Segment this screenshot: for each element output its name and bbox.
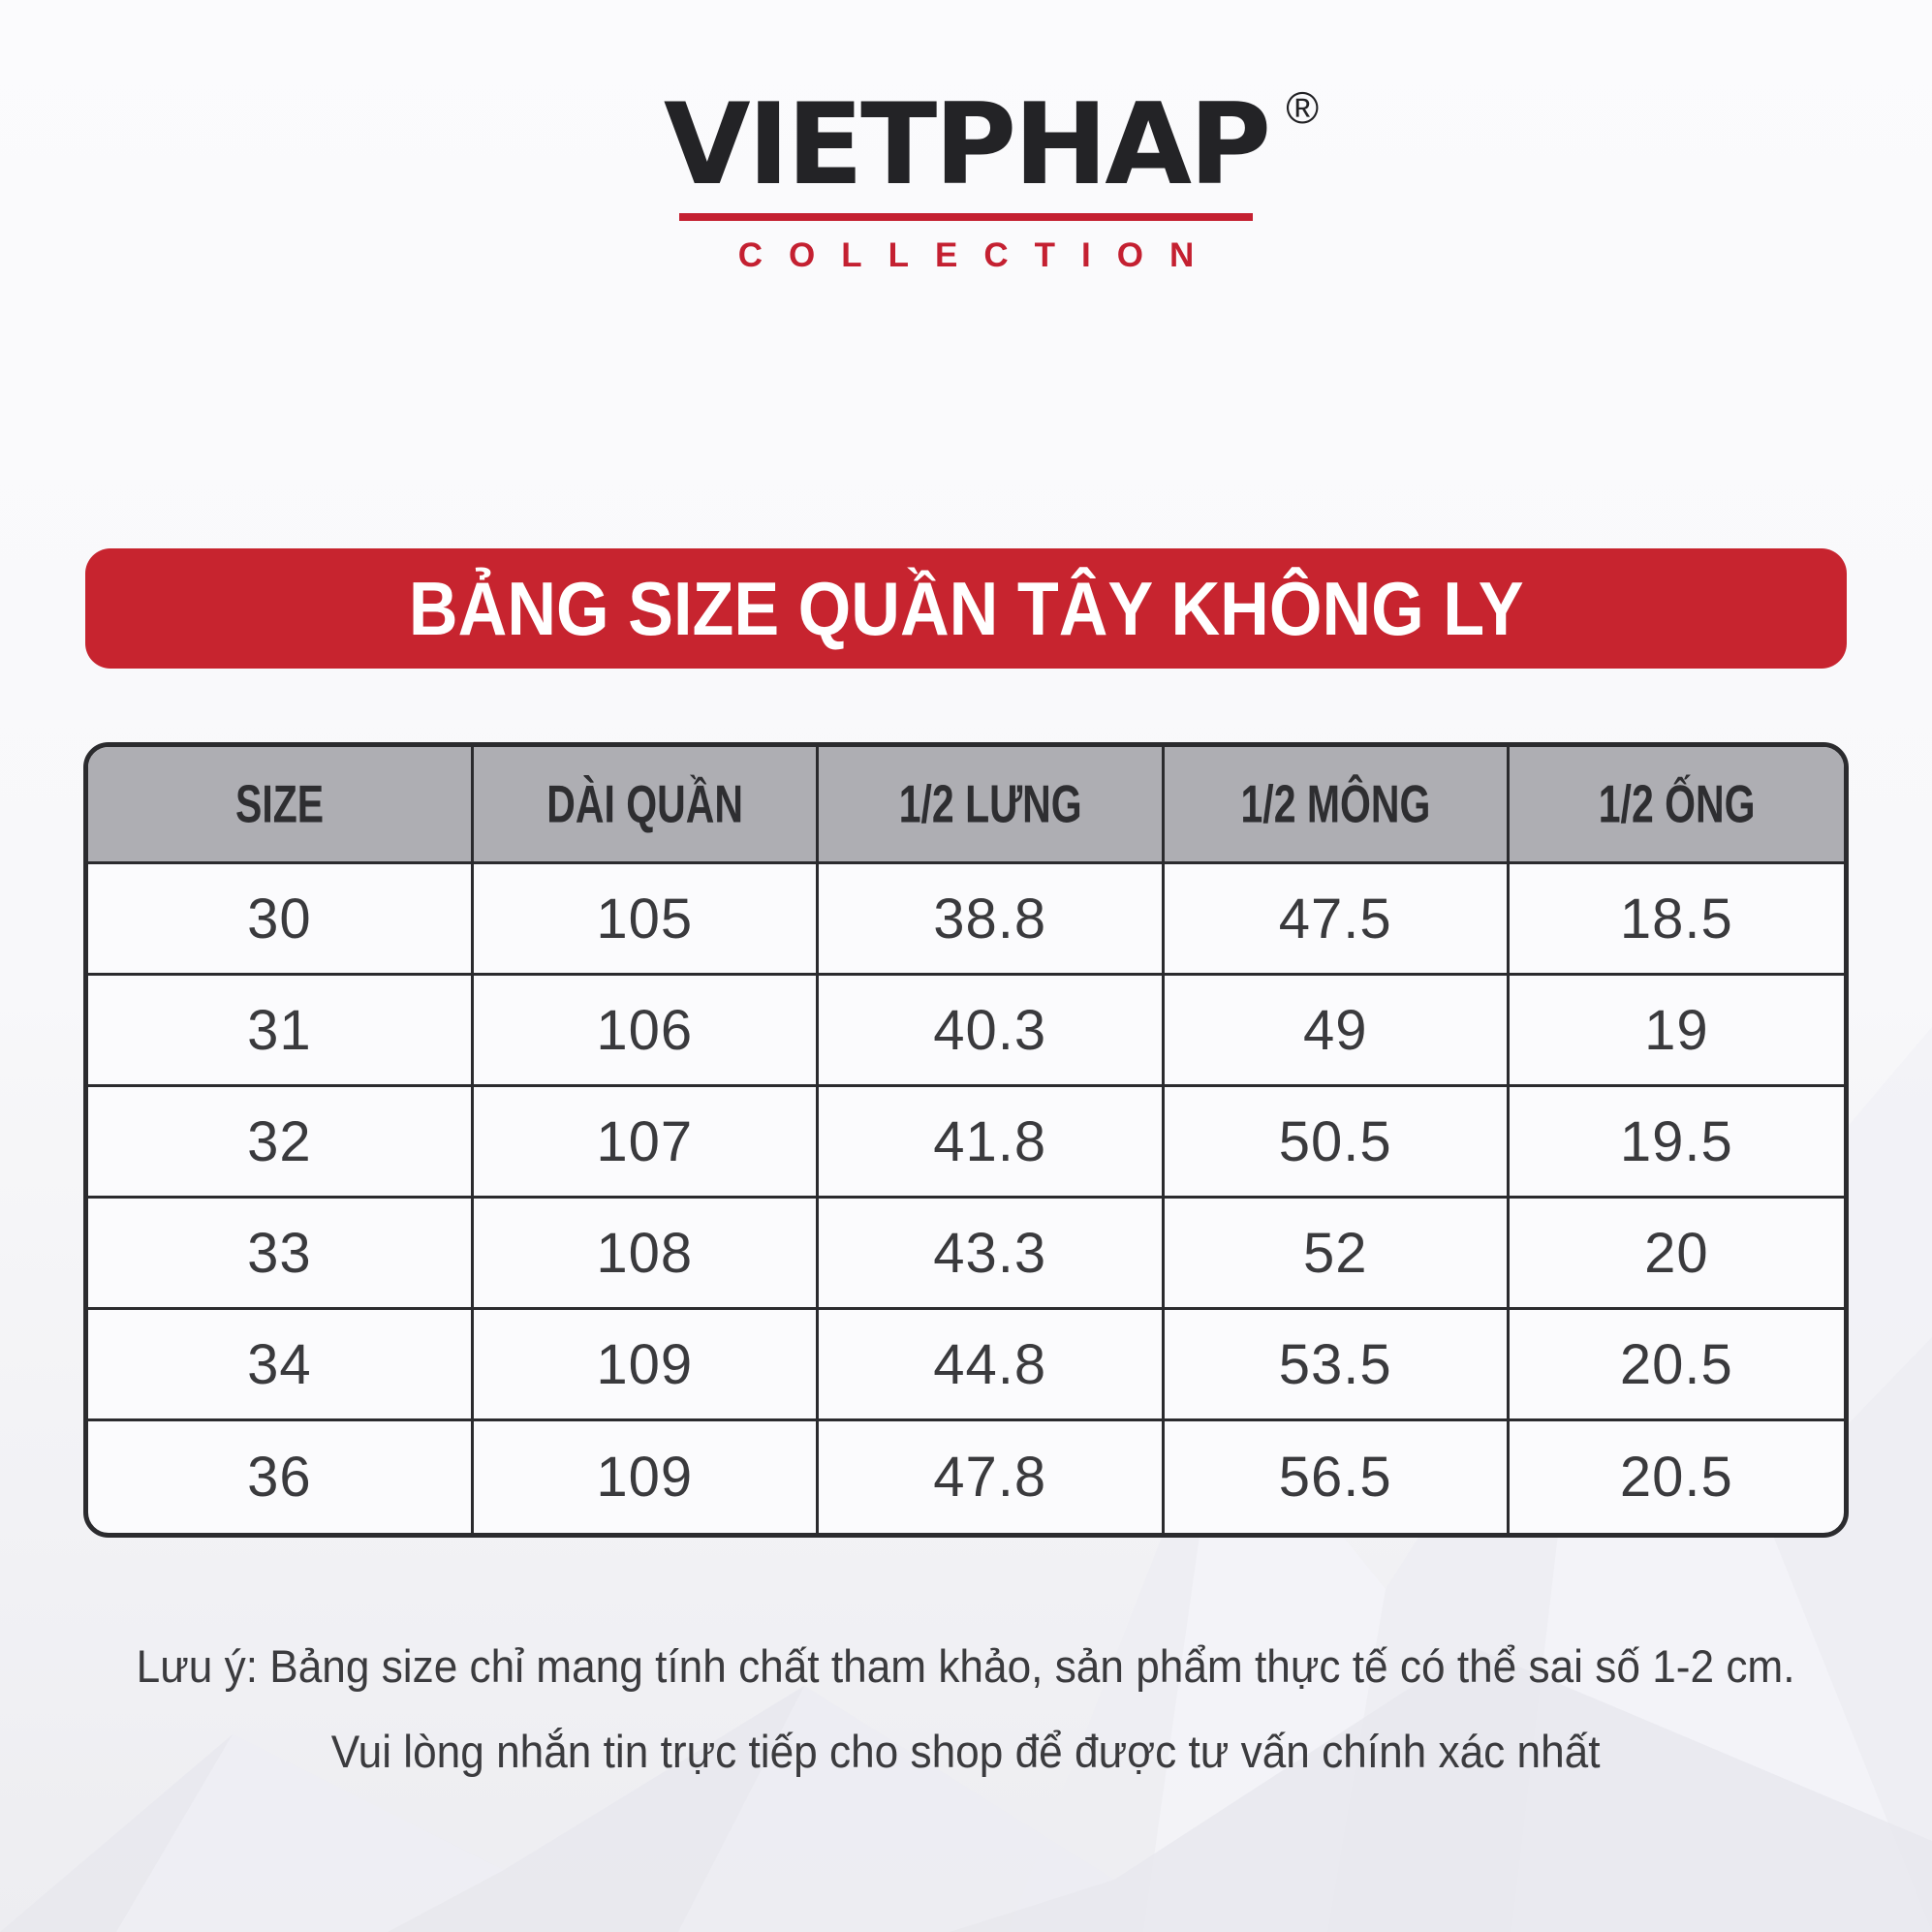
- table-cell: 53.5: [1164, 1310, 1510, 1421]
- table-cell: 34: [88, 1310, 474, 1421]
- cell-value: 31: [247, 998, 312, 1062]
- cell-value: 18.5: [1619, 887, 1733, 950]
- column-header-label: 1/2 LƯNG: [898, 774, 1082, 834]
- table-cell: 20.5: [1510, 1421, 1844, 1533]
- table-cell: 108: [473, 1199, 819, 1310]
- note-line-1-text: Lưu ý: Bảng size chỉ mang tính chất tham…: [137, 1640, 1795, 1692]
- table-cell: 38.8: [818, 864, 1165, 976]
- table-cell: 19: [1509, 976, 1844, 1087]
- cell-value: 44.8: [933, 1332, 1047, 1396]
- column-header-nua-lung: 1/2 LƯNG: [818, 747, 1165, 864]
- cell-value: 49: [1302, 998, 1368, 1062]
- cell-value: 52: [1302, 1221, 1368, 1285]
- column-header-label: 1/2 MÔNG: [1240, 774, 1431, 834]
- cell-value: 105: [596, 887, 694, 950]
- size-table: SIZE DÀI QUẦN 1/2 LƯNG 1/2 MÔNG 1/2 ỐNG …: [83, 742, 1849, 1538]
- cell-value: 108: [596, 1221, 694, 1285]
- cell-value: 20: [1644, 1221, 1709, 1285]
- registered-trademark-icon: ®: [1286, 82, 1320, 133]
- table-cell: 41.8: [818, 1087, 1165, 1199]
- table-cell: 56.5: [1165, 1421, 1510, 1533]
- table-cell: 19.5: [1509, 1087, 1844, 1199]
- table-cell: 36: [88, 1421, 474, 1533]
- table-cell: 33: [88, 1199, 474, 1310]
- cell-value: 34: [247, 1332, 312, 1396]
- cell-value: 109: [596, 1446, 694, 1509]
- brand-logo-underline: [679, 213, 1253, 221]
- table-cell: 18.5: [1509, 864, 1844, 976]
- column-header-label: SIZE: [234, 774, 324, 834]
- table-cell: 31: [88, 976, 474, 1087]
- cell-value: 19: [1644, 998, 1709, 1062]
- cell-value: 20.5: [1619, 1332, 1733, 1396]
- cell-value: 40.3: [933, 998, 1047, 1062]
- cell-value: 50.5: [1278, 1109, 1392, 1173]
- cell-value: 41.8: [933, 1109, 1047, 1173]
- cell-value: 53.5: [1278, 1332, 1392, 1396]
- cell-value: 47.8: [933, 1446, 1047, 1509]
- table-cell: 20.5: [1509, 1310, 1844, 1421]
- table-cell: 40.3: [818, 976, 1165, 1087]
- table-cell: 50.5: [1164, 1087, 1510, 1199]
- cell-value: 106: [596, 998, 694, 1062]
- size-note: Lưu ý: Bảng size chỉ mang tính chất tham…: [0, 1624, 1932, 1794]
- cell-value: 47.5: [1278, 887, 1392, 950]
- cell-value: 109: [596, 1332, 694, 1396]
- cell-value: 36: [247, 1446, 312, 1509]
- note-line-1: Lưu ý: Bảng size chỉ mang tính chất tham…: [0, 1624, 1932, 1709]
- cell-value: 107: [596, 1109, 694, 1173]
- brand-collection-label: COLLECTION: [737, 236, 1221, 274]
- table-cell: 30: [88, 864, 474, 976]
- cell-value: 38.8: [933, 887, 1047, 950]
- column-header-size: SIZE: [88, 747, 474, 864]
- table-cell: 32: [88, 1087, 474, 1199]
- cell-value: 32: [247, 1109, 312, 1173]
- brand-logo-text: VIETPHAP: [663, 79, 1271, 210]
- table-cell: 49: [1164, 976, 1510, 1087]
- title-banner-text: BẢNG SIZE QUẦN TÂY KHÔNG LY: [408, 565, 1524, 651]
- note-line-2: Vui lòng nhắn tin trực tiếp cho shop để …: [0, 1709, 1932, 1794]
- table-cell: 107: [473, 1087, 819, 1199]
- cell-value: 19.5: [1619, 1109, 1733, 1173]
- column-header-nua-mong: 1/2 MÔNG: [1164, 747, 1510, 864]
- table-cell: 105: [473, 864, 819, 976]
- table-cell: 109: [473, 1310, 819, 1421]
- table-cell: 52: [1164, 1199, 1510, 1310]
- column-header-label: 1/2 ỐNG: [1598, 774, 1756, 834]
- table-cell: 44.8: [818, 1310, 1165, 1421]
- column-header-nua-ong: 1/2 ỐNG: [1509, 747, 1844, 864]
- brand-logo: VIETPHAP ® COLLECTION: [0, 85, 1932, 275]
- cell-value: 30: [247, 887, 312, 950]
- cell-value: 20.5: [1619, 1446, 1733, 1509]
- cell-value: 43.3: [933, 1221, 1047, 1285]
- title-banner: BẢNG SIZE QUẦN TÂY KHÔNG LY: [85, 548, 1847, 669]
- size-table-grid: SIZE DÀI QUẦN 1/2 LƯNG 1/2 MÔNG 1/2 ỐNG …: [88, 747, 1844, 1533]
- table-cell: 20: [1509, 1199, 1844, 1310]
- table-cell: 106: [473, 976, 819, 1087]
- table-cell: 47.5: [1164, 864, 1510, 976]
- table-cell: 43.3: [818, 1199, 1165, 1310]
- column-header-dai-quan: DÀI QUẦN: [473, 747, 819, 864]
- note-line-2-text: Vui lòng nhắn tin trực tiếp cho shop để …: [331, 1726, 1601, 1777]
- cell-value: 33: [247, 1221, 312, 1285]
- column-header-label: DÀI QUẦN: [545, 774, 743, 834]
- table-cell: 47.8: [819, 1421, 1165, 1533]
- table-cell: 109: [474, 1421, 819, 1533]
- cell-value: 56.5: [1278, 1446, 1392, 1509]
